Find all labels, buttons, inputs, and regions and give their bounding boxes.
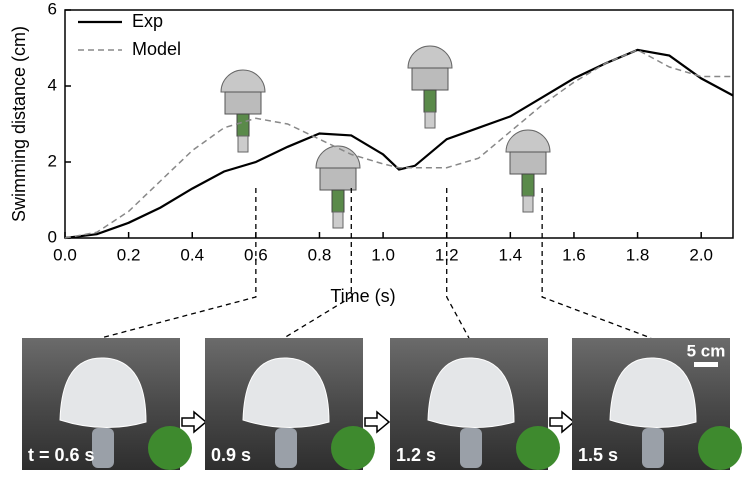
data-line — [64, 48, 734, 240]
connector — [283, 188, 352, 339]
robot-dome — [505, 129, 551, 153]
sequence-arrow — [549, 410, 576, 434]
robot-board — [236, 113, 250, 137]
jelly-bell — [242, 357, 330, 428]
x-tick-label: 0.8 — [308, 245, 332, 264]
plant — [331, 426, 375, 470]
robot-body — [411, 67, 449, 91]
robot-illustration — [220, 69, 266, 153]
photo-label: 1.5 s — [578, 445, 618, 465]
y-axis-title: Swimming distance (cm) — [9, 26, 29, 222]
robot-tail — [424, 111, 436, 129]
data-line — [64, 49, 733, 239]
robot-illustration — [315, 145, 361, 229]
scale-bar — [694, 362, 718, 367]
plant — [516, 426, 560, 470]
robot-board — [423, 89, 437, 113]
robot-tail — [522, 195, 534, 213]
x-tick-label: 1.8 — [626, 245, 650, 264]
y-tick-label: 6 — [48, 0, 57, 18]
robot-dome — [220, 69, 266, 93]
x-axis-title: Time (s) — [330, 286, 395, 306]
legend-label: Model — [132, 39, 181, 59]
x-tick-label: 0.0 — [53, 245, 77, 264]
robot-body — [224, 91, 262, 115]
robot-tail — [237, 135, 249, 153]
robot-body — [319, 167, 357, 191]
robot-dome — [315, 145, 361, 169]
jelly-tentacles — [92, 428, 114, 468]
jelly-bell — [427, 357, 515, 428]
jelly-bell — [609, 357, 697, 428]
y-tick-label: 4 — [48, 75, 57, 94]
robot-illustration — [407, 45, 453, 129]
x-tick-label: 0.4 — [180, 245, 204, 264]
legend-label: Exp — [132, 11, 163, 31]
photo-label: 1.2 s — [396, 445, 436, 465]
robot-illustration — [505, 129, 551, 213]
photo-label: 0.9 s — [211, 445, 251, 465]
robot-body — [509, 151, 547, 175]
x-tick-label: 0.2 — [117, 245, 141, 264]
photo-label: t = 0.6 s — [28, 445, 95, 465]
jelly-tentacles — [275, 428, 297, 468]
robot-dome — [407, 45, 453, 69]
plot-frame — [64, 9, 734, 239]
plant — [148, 426, 192, 470]
robot-tail — [332, 211, 344, 229]
connector — [541, 188, 652, 339]
y-tick-label: 0 — [48, 227, 57, 246]
sequence-arrow — [364, 410, 391, 434]
jelly-tentacles — [642, 428, 664, 468]
x-tick-label: 1.0 — [371, 245, 395, 264]
robot-board — [331, 189, 345, 213]
connector — [446, 188, 470, 339]
plant — [698, 426, 742, 470]
x-tick-label: 1.4 — [499, 245, 523, 264]
x-tick-label: 1.6 — [562, 245, 586, 264]
connector — [100, 188, 257, 339]
sequence-arrow — [181, 410, 208, 434]
jelly-bell — [59, 357, 147, 428]
robot-board — [521, 173, 535, 197]
y-tick-label: 2 — [48, 151, 57, 170]
scale-bar-label: 5 cm — [687, 341, 726, 360]
jelly-tentacles — [460, 428, 482, 468]
x-tick-label: 2.0 — [689, 245, 713, 264]
